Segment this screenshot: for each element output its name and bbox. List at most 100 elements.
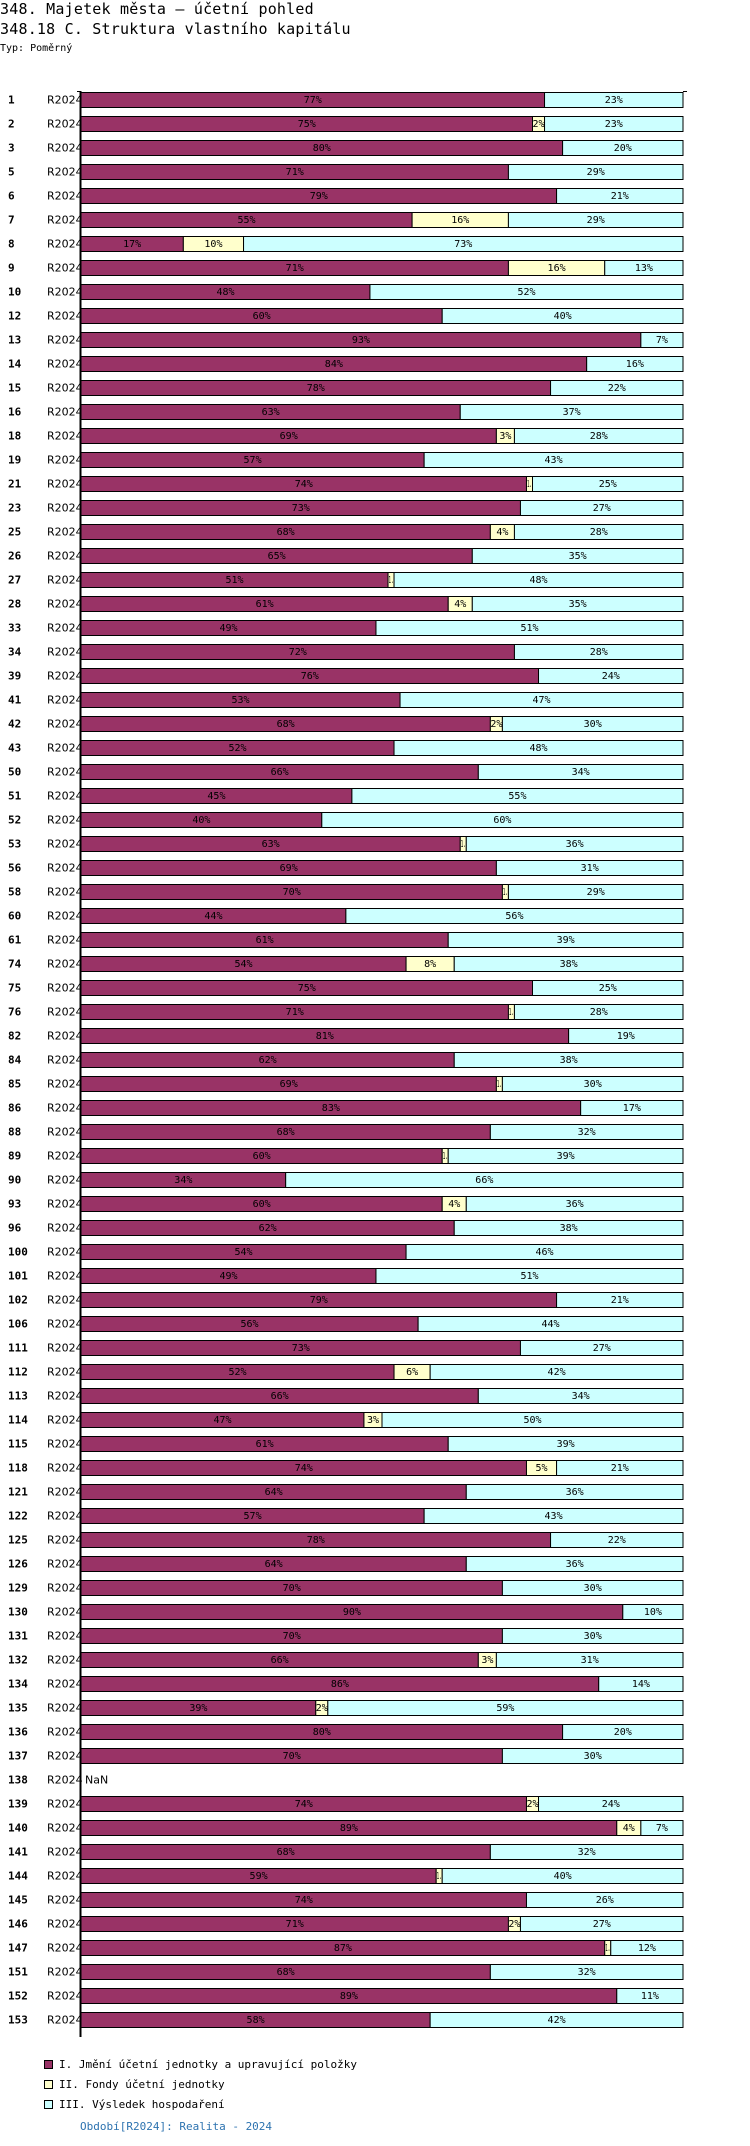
period-label: R2024 bbox=[47, 1966, 83, 1979]
data-label: 2% bbox=[526, 1799, 538, 1810]
period-label: R2024 bbox=[47, 1150, 83, 1163]
category-label: 122 bbox=[8, 1510, 28, 1523]
category-label: 145 bbox=[8, 1894, 28, 1907]
period-label: R2024 bbox=[47, 286, 83, 299]
category-label: 139 bbox=[8, 1798, 28, 1811]
category-label: 27 bbox=[8, 574, 21, 587]
data-label: 39% bbox=[557, 935, 575, 946]
category-label: 86 bbox=[8, 1102, 22, 1115]
data-label: 66% bbox=[271, 1655, 289, 1666]
data-label: 54% bbox=[235, 1247, 253, 1258]
category-label: 5 bbox=[8, 166, 15, 179]
bar-segment bbox=[501, 716, 684, 732]
data-label: 43% bbox=[545, 455, 563, 466]
category-label: 7 bbox=[8, 214, 15, 227]
category-label: 53 bbox=[8, 838, 21, 851]
data-label: 27% bbox=[593, 1343, 611, 1354]
period-label: R2024 bbox=[47, 334, 83, 347]
data-label: 11% bbox=[641, 1991, 659, 2002]
data-label: 58% bbox=[247, 2015, 265, 2026]
period-label: R2024 bbox=[47, 766, 83, 779]
bar-segment bbox=[538, 668, 684, 684]
data-label: 6% bbox=[406, 1367, 418, 1378]
data-label: 74% bbox=[295, 479, 313, 490]
data-label: 40% bbox=[554, 311, 572, 322]
bar-segment bbox=[525, 1892, 684, 1908]
category-label: 140 bbox=[8, 1822, 28, 1835]
category-label: 10 bbox=[8, 286, 21, 299]
category-label: 125 bbox=[8, 1534, 28, 1547]
bar-segment bbox=[453, 956, 684, 972]
category-label: 132 bbox=[8, 1654, 28, 1667]
data-label: 23% bbox=[605, 95, 623, 106]
legend-item-fondy: II. Fondy účetní jednotky bbox=[44, 2078, 225, 2091]
data-label: 2% bbox=[508, 1919, 520, 1930]
legend-label-vysledek: III. Výsledek hospodaření bbox=[59, 2098, 225, 2111]
bar-segment bbox=[604, 260, 684, 276]
data-label: 70% bbox=[283, 1631, 301, 1642]
category-label: 135 bbox=[8, 1702, 28, 1715]
category-label: 14 bbox=[8, 358, 22, 371]
data-label: 74% bbox=[295, 1463, 313, 1474]
period-label: R2024 bbox=[47, 1414, 83, 1427]
data-label: 65% bbox=[268, 551, 286, 562]
bar-segment bbox=[507, 164, 684, 180]
period-label: R2024 bbox=[47, 238, 83, 251]
data-label: 55% bbox=[238, 215, 256, 226]
data-label: 42% bbox=[548, 2015, 566, 2026]
data-label: 36% bbox=[566, 1487, 584, 1498]
category-label: 58 bbox=[8, 886, 21, 899]
period-label: R2024 bbox=[47, 718, 83, 731]
data-label: 36% bbox=[566, 839, 584, 850]
period-label: R2024 bbox=[47, 646, 83, 659]
category-label: 1 bbox=[8, 94, 15, 107]
data-label: 24% bbox=[602, 671, 620, 682]
data-label: 27% bbox=[593, 503, 611, 514]
category-label: 138 bbox=[8, 1774, 28, 1787]
data-label: 28% bbox=[590, 1007, 608, 1018]
bar-segment bbox=[568, 1028, 684, 1044]
category-label: 115 bbox=[8, 1438, 28, 1451]
data-label: 27% bbox=[593, 1919, 611, 1930]
data-label: 51% bbox=[225, 575, 243, 586]
category-label: 26 bbox=[8, 550, 22, 563]
category-label: 129 bbox=[8, 1582, 28, 1595]
data-label: 51% bbox=[520, 1271, 538, 1282]
period-label: R2024 bbox=[47, 550, 83, 563]
period-label: R2024 bbox=[47, 862, 83, 875]
category-label: 88 bbox=[8, 1126, 21, 1139]
category-label: 2 bbox=[8, 118, 15, 131]
data-label: 2% bbox=[490, 719, 502, 730]
data-label: 61% bbox=[256, 599, 274, 610]
category-label: 16 bbox=[8, 406, 22, 419]
period-label: R2024 bbox=[47, 1942, 83, 1955]
period-label: R2024 bbox=[47, 526, 83, 539]
period-label: R2024 bbox=[47, 94, 83, 107]
data-label: 32% bbox=[578, 1967, 596, 1978]
data-label: 12% bbox=[638, 1943, 656, 1954]
data-label: 4% bbox=[496, 527, 508, 538]
bar-segment bbox=[477, 764, 684, 780]
period-label: R2024 bbox=[47, 574, 83, 587]
legend-item-jmeni: I. Jmění účetní jednotky a upravující po… bbox=[44, 2058, 357, 2071]
data-label: 73% bbox=[454, 239, 472, 250]
data-label: 75% bbox=[298, 983, 316, 994]
data-label: 16% bbox=[626, 359, 644, 370]
data-label: 30% bbox=[584, 1631, 602, 1642]
period-label: R2024 bbox=[47, 1198, 83, 1211]
data-label: 66% bbox=[475, 1175, 493, 1186]
period-label: R2024 bbox=[47, 1534, 83, 1547]
bar-segment bbox=[513, 644, 684, 660]
data-label: 35% bbox=[569, 551, 587, 562]
bar-segment bbox=[345, 908, 684, 924]
data-label: 22% bbox=[608, 383, 626, 394]
category-label: 121 bbox=[8, 1486, 28, 1499]
data-label: 68% bbox=[277, 527, 295, 538]
category-label: 96 bbox=[8, 1222, 22, 1235]
data-label: 57% bbox=[244, 455, 262, 466]
bar-segment bbox=[556, 1460, 684, 1476]
category-label: 8 bbox=[8, 238, 15, 251]
data-label: 76% bbox=[301, 671, 319, 682]
data-label: 80% bbox=[313, 143, 331, 154]
